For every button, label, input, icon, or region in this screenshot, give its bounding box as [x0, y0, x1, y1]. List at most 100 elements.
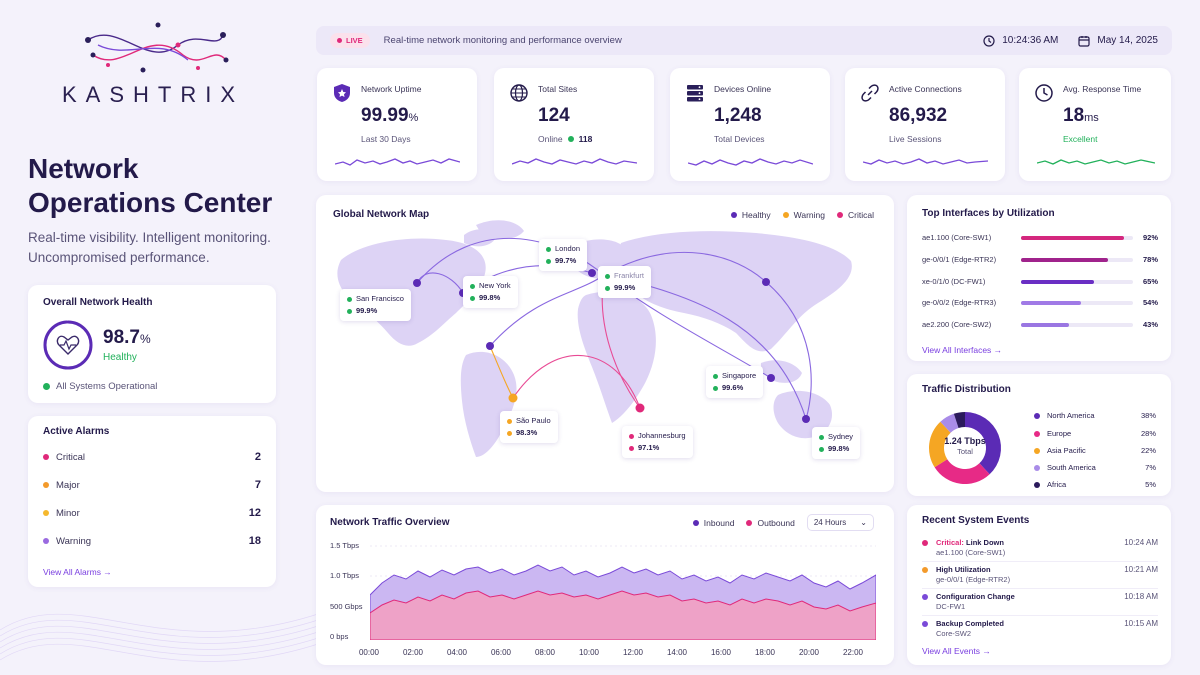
pin-value: 99.6% — [722, 383, 744, 392]
view-all-interfaces-link[interactable]: View All Interfaces → — [922, 345, 1003, 355]
network-health-card: Overall Network Health 98.7% Healthy All… — [28, 285, 276, 403]
interface-row[interactable]: ae2.200 (Core-SW2) 43% — [922, 320, 1158, 329]
pin-sydney[interactable]: Sydney 99.8% — [812, 427, 861, 459]
pin-value: 99.8% — [479, 293, 501, 302]
kpi-devices-online[interactable]: Devices Online 1,248 Total Devices — [670, 68, 830, 181]
pin-johannesburg[interactable]: Johannesburg 97.1% — [622, 426, 693, 458]
utilization-fill — [1021, 279, 1094, 284]
donut-slice — [934, 459, 990, 484]
kpi-label: Devices Online — [714, 84, 772, 94]
alarm-row-major[interactable]: Major 7 — [43, 479, 261, 491]
kpi-network-uptime[interactable]: Network Uptime 99.99% Last 30 Days — [317, 68, 477, 181]
y-tick: 500 Gbps — [330, 602, 363, 611]
status-dot — [43, 383, 50, 390]
pin-value: 99.8% — [828, 444, 850, 453]
heart-pulse-icon — [56, 335, 80, 355]
pin-city: Frankfurt — [614, 271, 645, 280]
pin-san-francisco[interactable]: San Francisco 99.9% — [340, 289, 411, 321]
kpi-label: Active Connections — [889, 84, 962, 94]
current-time: 10:24:36 AM — [983, 34, 1058, 47]
interface-row[interactable]: xe-0/1/0 (DC-FW1) 65% — [922, 277, 1158, 286]
interface-row[interactable]: ge-0/0/2 (Edge-RTR3) 54% — [922, 298, 1158, 307]
pin-city: Singapore — [722, 371, 757, 380]
y-tick: 0 bps — [330, 632, 349, 641]
map-header: Global Network Map Healthy Warning Criti… — [333, 209, 874, 220]
x-tick: 22:00 — [842, 648, 864, 657]
current-date: May 14, 2025 — [1078, 35, 1158, 47]
kpi-label: Avg. Response Time — [1063, 84, 1142, 94]
pin-sao-paulo[interactable]: São Paulo 98.3% — [500, 411, 558, 443]
pin-value: 99.7% — [555, 256, 577, 265]
network-traffic-card: Network Traffic Overview Inbound Outboun… — [316, 505, 894, 665]
kpi-avg-response-time[interactable]: Avg. Response Time 18ms Excellent — [1019, 68, 1171, 181]
time-range-value: 24 Hours — [813, 518, 847, 527]
health-ring — [43, 320, 93, 370]
event-row[interactable]: Backup Completed Core-SW2 10:15 AM — [922, 619, 1158, 642]
interface-name: ae2.200 (Core-SW2) — [922, 320, 992, 329]
time-range-select[interactable]: 24 Hours ⌄ — [806, 514, 874, 531]
kpi-total-sites[interactable]: Total Sites 124 Online 118 — [494, 68, 654, 181]
topbar-description: Real-time network monitoring and perform… — [383, 35, 622, 46]
online-dot — [567, 136, 574, 142]
utilization-fill — [1021, 257, 1109, 262]
kpi-sub: Total Devices — [714, 134, 765, 144]
pin-london[interactable]: London 99.7% — [539, 239, 588, 271]
live-dot — [337, 38, 342, 43]
alarm-row-critical[interactable]: Critical 2 — [43, 451, 261, 463]
interface-pct: 65% — [1142, 277, 1158, 286]
events-title: Recent System Events — [922, 515, 1030, 526]
alarm-label: Critical — [56, 451, 86, 463]
kpi-sparkline — [335, 158, 460, 166]
world-map[interactable] — [316, 195, 894, 492]
donut-slice — [965, 412, 1001, 475]
pin-city: New York — [479, 281, 511, 290]
x-tick: 14:00 — [666, 648, 688, 657]
view-all-alarms-link[interactable]: View All Alarms → — [43, 567, 112, 577]
alarm-row-warning[interactable]: Warning 18 — [43, 535, 261, 547]
x-tick: 08:00 — [534, 648, 556, 657]
legend-healthy: Healthy — [730, 210, 771, 220]
live-badge: LIVE — [330, 33, 370, 48]
distribution-title: Traffic Distribution — [922, 384, 1011, 395]
interface-name: ge-0/0/1 (Edge-RTR2) — [922, 255, 997, 264]
legend-inbound: Inbound — [692, 518, 734, 528]
pin-value: 99.9% — [356, 306, 378, 315]
utilization-bar — [1021, 279, 1133, 284]
active-alarms-title: Active Alarms — [43, 426, 110, 437]
utilization-bar — [1021, 322, 1133, 327]
brand-logo: KASHTRIX — [48, 20, 258, 108]
interface-name: ae1.100 (Core-SW1) — [922, 233, 992, 242]
event-row[interactable]: Configuration Change DC-FW1 10:18 AM — [922, 592, 1158, 616]
legend-outbound: Outbound — [746, 518, 795, 528]
active-alarms-card: Active Alarms Critical 2 Major 7 Minor 1… — [28, 416, 276, 587]
top-status-bar: LIVE Real-time network monitoring and pe… — [316, 26, 1172, 55]
y-tick: 1.5 Tbps — [330, 541, 360, 550]
x-tick: 04:00 — [446, 648, 468, 657]
y-tick: 1.0 Tbps — [330, 571, 360, 580]
pin-new-york[interactable]: New York 99.8% — [463, 276, 518, 308]
link-icon — [861, 84, 879, 102]
event-row[interactable]: High Utilization ge-0/0/1 (Edge-RTR2) 10:… — [922, 565, 1158, 589]
donut-center: 1.24 Tbps Total — [921, 436, 1009, 456]
pin-frankfurt[interactable]: Frankfurt 99.9% — [598, 266, 652, 298]
kpi-active-connections[interactable]: Active Connections 86,932 Live Sessions — [845, 68, 1005, 181]
x-tick: 06:00 — [490, 648, 512, 657]
interface-row[interactable]: ae1.100 (Core-SW1) 92% — [922, 233, 1158, 242]
interface-pct: 54% — [1142, 298, 1158, 307]
kpi-sub: Online 118 — [538, 134, 593, 144]
alarm-row-minor[interactable]: Minor 12 — [43, 507, 261, 519]
kpi-value: 18ms — [1063, 105, 1099, 126]
kpi-value: 99.99% — [361, 105, 419, 126]
view-all-events-link[interactable]: View All Events → — [922, 646, 991, 656]
interface-row[interactable]: ge-0/0/1 (Edge-RTR2) 78% — [922, 255, 1158, 264]
alarm-count: 18 — [248, 535, 261, 547]
utilization-fill — [1021, 322, 1070, 327]
event-dot — [922, 594, 928, 600]
event-row[interactable]: Critical: Link Down ae1.100 (Core-SW1) 10… — [922, 538, 1158, 562]
traffic-distribution-card: Traffic Distribution 1.24 Tbps Total Nor… — [907, 374, 1171, 496]
health-state: Healthy — [103, 352, 137, 363]
utilization-fill — [1021, 235, 1125, 240]
pin-singapore[interactable]: Singapore 99.6% — [706, 366, 764, 398]
x-tick: 00:00 — [358, 648, 380, 657]
kpi-value: 124 — [538, 105, 570, 126]
